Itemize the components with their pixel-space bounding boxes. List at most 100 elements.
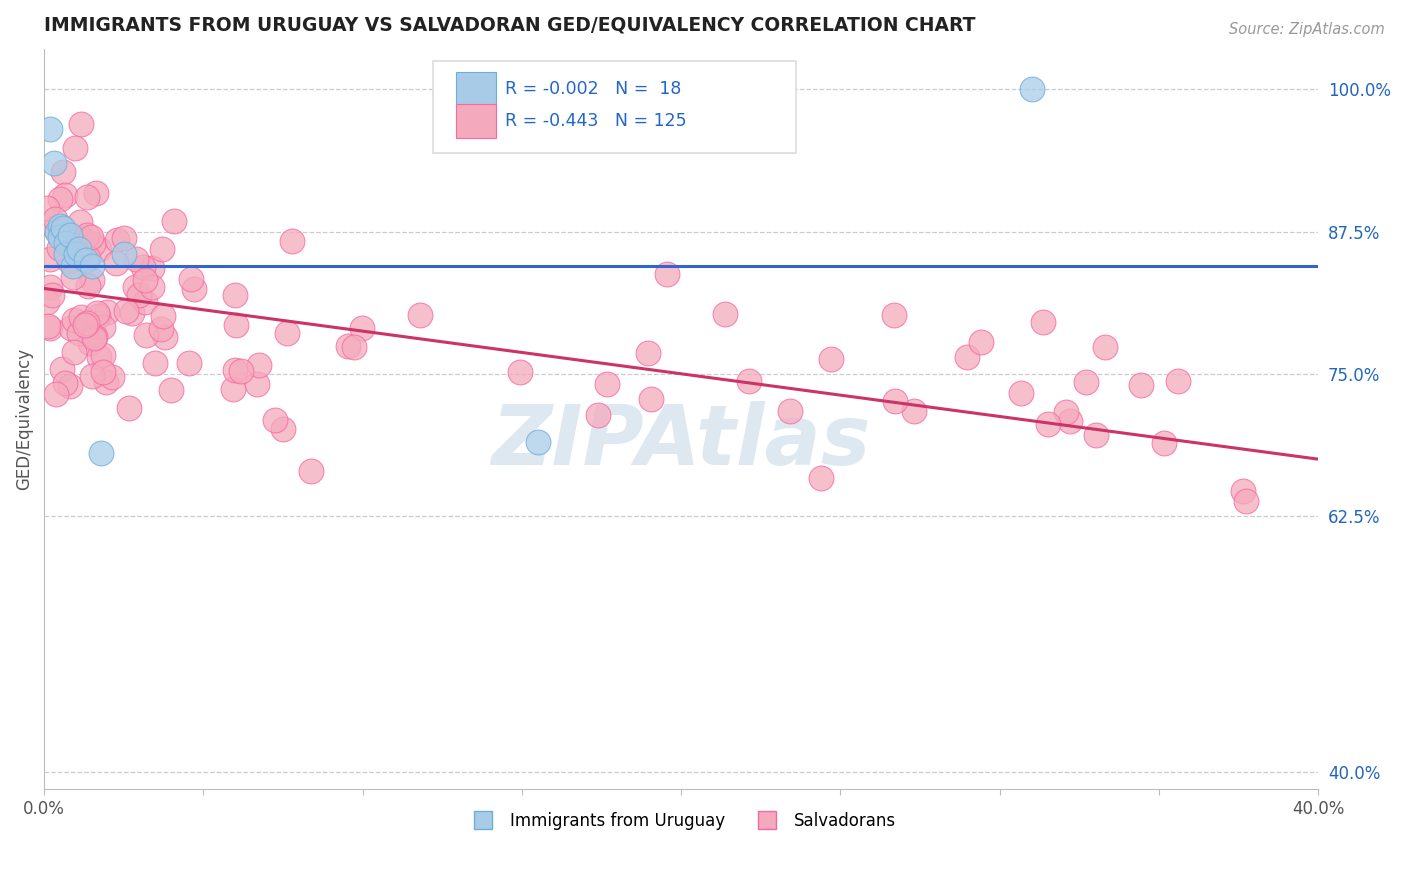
Point xyxy=(96,304,118,318)
Point xyxy=(128,288,150,302)
Point xyxy=(883,394,905,409)
Point xyxy=(1094,340,1116,354)
Point xyxy=(45,225,67,239)
Point xyxy=(44,220,66,235)
Point xyxy=(246,376,269,391)
Point xyxy=(84,330,107,344)
Point xyxy=(65,141,87,155)
Point xyxy=(59,379,82,393)
Point xyxy=(72,232,94,246)
Point xyxy=(58,227,80,242)
Point xyxy=(903,404,925,418)
Point xyxy=(118,401,141,415)
Point xyxy=(55,235,77,250)
Point xyxy=(86,306,108,320)
Y-axis label: GED/Equivalency: GED/Equivalency xyxy=(15,348,32,491)
Point xyxy=(75,252,97,267)
Point xyxy=(640,392,662,406)
Point xyxy=(37,295,59,310)
Point xyxy=(112,231,135,245)
Point xyxy=(141,280,163,294)
Point xyxy=(52,164,75,178)
Point xyxy=(45,387,67,401)
Point xyxy=(820,351,842,366)
Point xyxy=(49,230,72,244)
Point xyxy=(810,471,832,485)
Point xyxy=(222,383,245,397)
Point xyxy=(586,408,609,422)
Point xyxy=(66,246,89,260)
Point xyxy=(83,326,105,341)
Point xyxy=(52,221,75,235)
Point xyxy=(276,326,298,340)
Point xyxy=(82,368,104,383)
Point xyxy=(77,252,100,266)
Point xyxy=(89,242,111,256)
Point xyxy=(637,345,659,359)
Point xyxy=(1010,386,1032,401)
Point xyxy=(135,328,157,343)
Point xyxy=(247,359,270,373)
Point xyxy=(163,214,186,228)
Point xyxy=(509,366,531,380)
Point xyxy=(76,317,98,331)
Point xyxy=(121,306,143,320)
Point xyxy=(596,377,619,392)
Point xyxy=(112,247,135,261)
Point xyxy=(180,272,202,286)
Point xyxy=(264,412,287,426)
Point xyxy=(91,348,114,362)
Point xyxy=(153,330,176,344)
Point xyxy=(84,186,107,201)
Point xyxy=(76,190,98,204)
Point xyxy=(63,313,86,327)
Point xyxy=(67,326,90,340)
Point xyxy=(44,211,66,226)
Point xyxy=(91,365,114,379)
Point xyxy=(69,215,91,229)
Point xyxy=(41,288,63,302)
Point xyxy=(70,310,93,324)
Point xyxy=(1021,82,1043,96)
Point xyxy=(883,309,905,323)
Point xyxy=(655,267,678,281)
Point xyxy=(87,309,110,323)
Point xyxy=(48,241,70,255)
Point xyxy=(337,339,360,353)
Point xyxy=(58,254,80,268)
Point xyxy=(73,318,96,332)
Point xyxy=(343,340,366,354)
Point xyxy=(281,234,304,248)
Point xyxy=(131,260,153,274)
Point xyxy=(229,364,252,378)
Point xyxy=(49,219,72,233)
Point xyxy=(124,252,146,266)
Point xyxy=(94,376,117,390)
Point xyxy=(143,356,166,370)
Point xyxy=(62,259,84,273)
Point xyxy=(183,282,205,296)
Point xyxy=(53,188,76,202)
Point xyxy=(956,350,979,364)
Point xyxy=(1059,413,1081,427)
Point xyxy=(160,384,183,398)
Point xyxy=(37,318,59,333)
Point xyxy=(60,320,83,334)
Point xyxy=(82,236,104,251)
Point xyxy=(1085,427,1108,442)
Point xyxy=(134,294,156,309)
Point xyxy=(141,260,163,275)
Text: R = -0.443   N = 125: R = -0.443 N = 125 xyxy=(505,112,688,130)
Point xyxy=(62,237,84,252)
Point xyxy=(91,320,114,334)
Point xyxy=(124,280,146,294)
Point xyxy=(1234,493,1257,508)
Text: Source: ZipAtlas.com: Source: ZipAtlas.com xyxy=(1229,22,1385,37)
Point xyxy=(714,307,737,321)
Point xyxy=(737,374,759,388)
Point xyxy=(224,363,246,377)
Point xyxy=(177,356,200,370)
Point xyxy=(225,318,247,333)
FancyBboxPatch shape xyxy=(456,104,496,138)
Point xyxy=(39,280,62,294)
